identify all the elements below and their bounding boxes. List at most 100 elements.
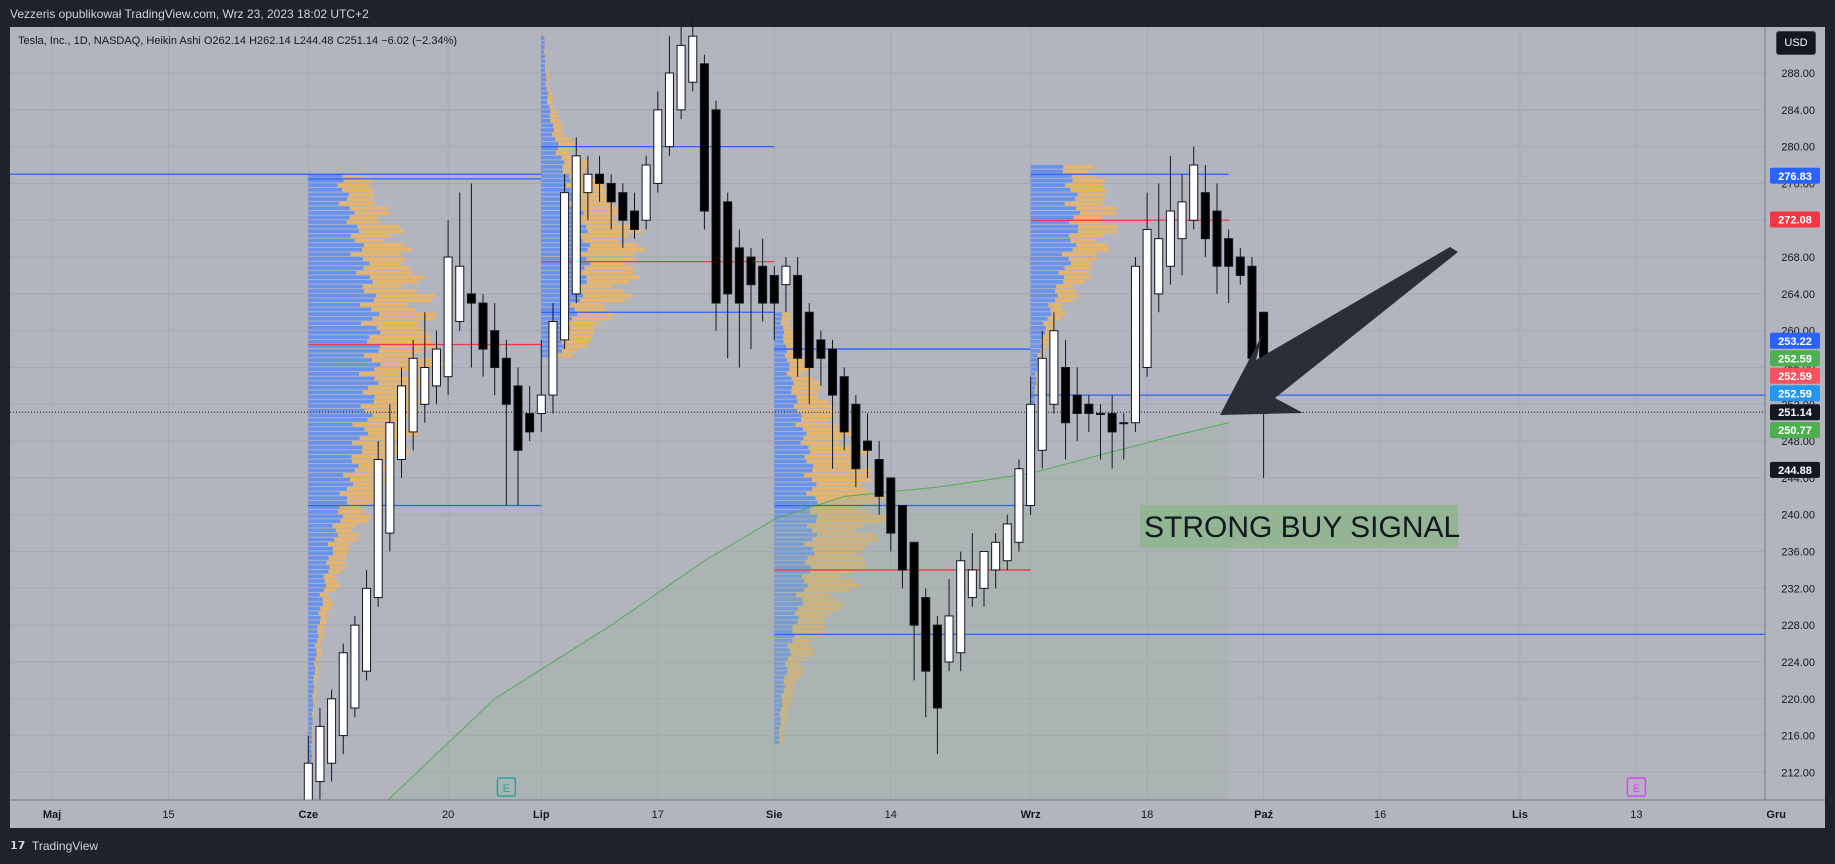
volume-bar-orange	[1074, 197, 1105, 201]
volume-bar-orange	[328, 542, 350, 546]
candle-body	[991, 541, 1001, 571]
volume-bar-blue	[1030, 339, 1041, 344]
volume-bar-blue	[308, 588, 325, 592]
volume-bar-orange	[356, 270, 412, 275]
volume-bar-blue	[774, 519, 817, 523]
volume-bar-orange	[332, 546, 350, 551]
volume-bar-orange	[809, 569, 853, 574]
volume-bar-orange	[558, 146, 574, 151]
volume-bar-orange	[1055, 289, 1076, 293]
volume-bar-orange	[792, 629, 825, 634]
volume-bar-blue	[774, 487, 813, 491]
volume-bar-orange	[1036, 376, 1039, 381]
volume-bar-blue	[308, 753, 313, 758]
volume-bar-blue	[308, 321, 362, 326]
volume-bar-blue	[541, 252, 578, 257]
candle-body	[501, 357, 511, 405]
volume-bar-blue	[1030, 385, 1036, 390]
volume-bar-orange	[561, 339, 589, 344]
volume-bar-blue	[541, 197, 576, 201]
volume-bar-orange	[359, 372, 399, 376]
volume-bar-blue	[1030, 206, 1077, 211]
volume-bar-blue	[774, 588, 805, 592]
volume-bar-blue	[774, 321, 781, 326]
volume-bar-orange	[1072, 247, 1109, 252]
volume-bar-orange	[569, 326, 595, 330]
volume-bar-blue	[1030, 275, 1065, 280]
volume-bar-orange	[312, 707, 315, 712]
volume-bar-orange	[806, 431, 854, 436]
candle-body	[1061, 366, 1071, 424]
volume-bar-orange	[798, 615, 824, 620]
x-tick-label: Maj	[43, 809, 61, 821]
volume-bar-blue	[541, 100, 548, 105]
volume-bar-orange	[328, 569, 341, 574]
volume-bar-orange	[801, 413, 835, 418]
volume-bar-orange	[372, 316, 436, 321]
volume-bar-blue	[774, 395, 797, 399]
volume-bar-blue	[1030, 197, 1075, 201]
volume-bar-blue	[774, 385, 792, 390]
volume-bar-blue	[308, 519, 341, 523]
price-label: 244.88	[1778, 465, 1812, 477]
volume-bar-blue	[308, 546, 333, 551]
volume-bar-blue	[774, 468, 813, 473]
price-label: 250.77	[1778, 425, 1812, 437]
volume-bar-orange	[590, 261, 627, 266]
volume-bar-blue	[308, 293, 376, 298]
volume-bar-orange	[352, 422, 401, 427]
volume-bar-orange	[352, 441, 388, 445]
volume-bar-orange	[568, 201, 612, 206]
volume-bar-orange	[549, 105, 554, 109]
volume-bar-blue	[308, 224, 358, 229]
volume-bar-blue	[541, 201, 569, 206]
volume-bar-blue	[308, 178, 344, 183]
volume-bar-orange	[794, 634, 821, 638]
volume-bar-orange	[313, 703, 315, 707]
volume-bar-orange	[545, 82, 548, 86]
volume-bar-orange	[812, 546, 864, 551]
volume-bar-orange	[359, 229, 404, 234]
volume-bar-orange	[370, 275, 425, 280]
volume-bar-orange	[1036, 381, 1039, 385]
volume-bar-orange	[587, 229, 643, 234]
candle-body	[583, 173, 593, 194]
volume-bar-blue	[541, 192, 577, 197]
volume-bar-orange	[374, 395, 412, 399]
volume-bar-orange	[808, 445, 860, 450]
volume-bar-orange	[316, 652, 322, 657]
volume-bar-blue	[774, 505, 811, 510]
volume-bar-blue	[308, 408, 365, 413]
candle-body	[967, 569, 977, 599]
volume-bar-blue	[308, 597, 323, 602]
footer: 𝟭𝟳 TradingView	[0, 828, 1835, 864]
volume-bar-orange	[580, 298, 625, 303]
volume-bar-orange	[1058, 270, 1088, 275]
volume-bar-orange	[313, 675, 317, 680]
volume-bar-orange	[801, 574, 842, 579]
currency-button[interactable]: USD	[1776, 31, 1816, 55]
candle-body	[653, 109, 663, 184]
volume-bar-orange	[1041, 335, 1051, 339]
x-tick-label: Gru	[1766, 809, 1786, 821]
brand-name[interactable]: TradingView	[32, 839, 99, 853]
candle-body	[932, 624, 942, 709]
volume-bar-blue	[308, 413, 373, 418]
volume-bar-blue	[308, 353, 364, 358]
volume-bar-orange	[376, 326, 422, 330]
volume-bar-orange	[318, 634, 325, 638]
volume-bar-orange	[317, 629, 325, 634]
volume-bar-blue	[774, 491, 807, 496]
volume-bar-orange	[332, 523, 355, 528]
candle-body	[1130, 265, 1140, 424]
volume-bar-blue	[1030, 376, 1037, 381]
volume-bar-blue	[308, 473, 344, 477]
candle-body	[630, 210, 639, 230]
volume-bar-blue	[308, 344, 380, 349]
y-tick-label: 284.00	[1781, 105, 1815, 117]
volume-bar-blue	[541, 137, 556, 142]
volume-bar-orange	[375, 293, 436, 298]
tradingview-logo-icon[interactable]: 𝟭𝟳	[10, 840, 26, 852]
volume-bar-orange	[378, 349, 422, 353]
